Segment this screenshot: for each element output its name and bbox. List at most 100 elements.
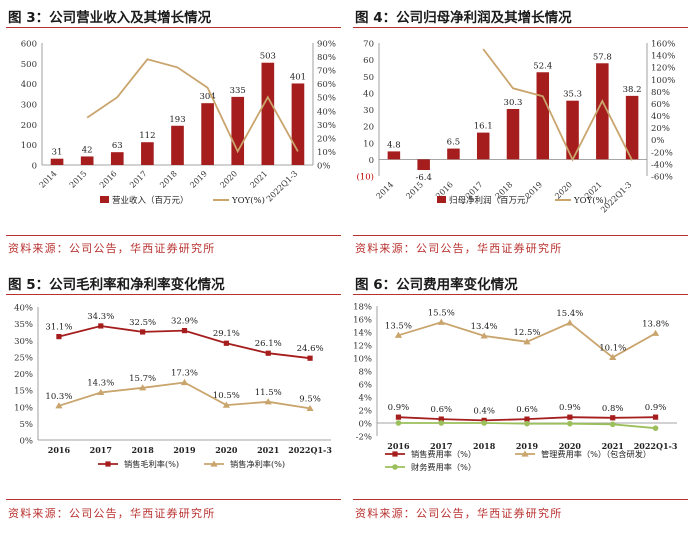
data-label: 12.5% [513,328,540,338]
bar [566,100,579,160]
yoy-line [86,58,299,154]
data-point [181,328,188,334]
bar-value-label: 52.4 [533,61,552,71]
bar-value-label: 112 [139,131,155,141]
source-note: 资料来源：公司公告，华西证券研究所 [355,242,563,255]
chart-title: 图 5：公司毛利率和净利率变化情况 [8,277,225,293]
y2-tick-label: 80% [651,88,670,98]
x-tick-label: 2019 [516,441,539,451]
panel-revenue: 图 3：公司营业收入及其增长情况 0 100 200 300 400 500 600 0% 10… [0,0,347,267]
y-tick-label: 70 [363,40,374,50]
data-point [651,329,660,336]
y-tick-label: 30 [363,106,374,116]
bar-value-label: 30.3 [504,98,523,108]
data-label: 32.9% [171,317,198,327]
data-label: 17.3% [171,368,198,378]
x-tick-label: 2015 [68,169,89,190]
y2-tick-label: 100% [651,76,675,86]
y-tick-label: 0% [359,420,373,430]
data-point [222,401,230,408]
legend-marker [210,460,218,467]
legend-label: 销售毛利率(%) [124,459,179,469]
x-tick-label: 2016 [48,445,71,455]
y-tick-label: 2% [359,407,373,417]
y2-tick-label: 40% [317,107,336,117]
legend-marker [392,451,398,457]
bar [506,109,520,160]
x-tick-label: 2019 [188,169,209,190]
data-label: 34.3% [87,312,114,322]
y-tick-label: 12% [353,342,372,352]
y-tick-label: 5% [20,420,34,430]
y2-tick-label: 80% [317,53,336,63]
y-tick-label: -2% [356,433,372,443]
bar [141,142,154,165]
data-label: 13.4% [471,322,498,332]
y-tick-label: 30% [14,337,33,347]
bar [201,103,214,165]
data-point [98,323,104,329]
legend-marker [521,450,529,457]
y2-tick-label: 160% [651,40,675,50]
y-tick-label: 0 [32,162,37,172]
legend-marker [392,464,398,470]
y-tick-label: 100 [21,141,37,151]
y-tick-label: 60 [363,56,374,66]
x-tick-label: 2020 [215,445,238,455]
panel-expense-ratios: 图 6：公司费用率变化情况 -2% 0% 2% 4% 6% 8% 10% 12% 14% 16% 1… [347,267,694,534]
legend-label: 销售费用率（%） [411,449,476,459]
title-rule [353,27,688,28]
legend-label: 销售净利率(%) [230,459,285,469]
bar-value-label: 304 [199,92,215,102]
bar [625,95,639,160]
y-tick-label: 300 [21,101,37,111]
bar-value-label: 193 [169,115,185,125]
y-tick-label: 0 [369,156,374,166]
data-label: 10.1% [599,343,626,353]
data-label: 10.5% [213,391,240,401]
y-tick-label: 16% [353,316,372,326]
bar [476,132,490,160]
x-tick-label: 2015 [404,180,425,201]
bar [291,83,305,165]
bar [536,72,550,160]
x-tick-label: 2022Q1-3 [634,441,678,451]
x-tick-label: 2018 [158,169,179,190]
y2-tick-label: 120% [651,64,675,74]
y-tick-label: 15% [14,387,33,397]
data-point [524,416,530,422]
margin-chart: 0% 5% 10% 15% 20% 25% 30% 35% 40% 2016 2017 2018 201… [14,304,332,470]
y2-tick-label: -60% [651,173,673,183]
y2-tick-label: 50% [317,94,336,104]
title-rule [6,294,341,295]
x-tick-label: 2021 [257,445,279,455]
x-tick-label: 2022Q1-3 [288,445,332,455]
bar-value-label: 38.2 [623,85,642,95]
chart-title: 图 4：公司归母净利润及其增长情况 [355,10,572,26]
data-label: 29.1% [213,329,240,339]
data-point [223,340,229,346]
x-tick-label: 2017 [90,445,112,455]
data-point [97,388,105,396]
data-point [55,402,63,409]
bar [80,156,94,165]
y-tick-label: 8% [359,368,373,378]
data-point [140,329,146,335]
x-tick-label: 2014 [375,180,396,201]
data-point [437,318,445,325]
data-label: 0.8% [602,404,624,414]
source-rule [6,235,341,236]
data-label: 14.3% [87,378,114,388]
title-rule [6,27,341,28]
data-label: 15.7% [129,374,156,384]
data-point [652,414,659,420]
y-tick-label: 400 [21,80,37,90]
x-tick-label: 2020 [553,180,574,201]
data-label: 31.1% [45,323,72,333]
y-tick-label: 20% [14,370,33,380]
x-tick-label: 2018 [132,445,155,455]
y-tick-label: 500 [21,60,37,70]
bar-value-label: 31 [52,148,63,158]
y-tick-label: 200 [21,121,37,131]
bar-value-label: 4.8 [387,140,401,150]
